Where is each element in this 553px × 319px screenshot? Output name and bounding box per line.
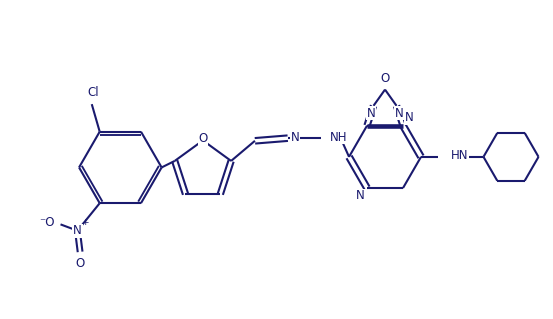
Text: N: N bbox=[395, 107, 404, 120]
Text: N: N bbox=[367, 107, 375, 120]
Text: O: O bbox=[199, 132, 207, 145]
Text: N: N bbox=[405, 111, 414, 124]
Text: N: N bbox=[290, 130, 299, 144]
Text: NH: NH bbox=[330, 130, 348, 144]
Text: Cl: Cl bbox=[87, 86, 99, 99]
Text: N: N bbox=[356, 189, 365, 203]
Text: +: + bbox=[81, 218, 88, 227]
Text: N: N bbox=[73, 224, 82, 237]
Text: HN: HN bbox=[451, 149, 468, 162]
Text: O: O bbox=[76, 256, 85, 270]
Text: O: O bbox=[380, 72, 390, 85]
Text: ⁻O: ⁻O bbox=[40, 216, 55, 229]
